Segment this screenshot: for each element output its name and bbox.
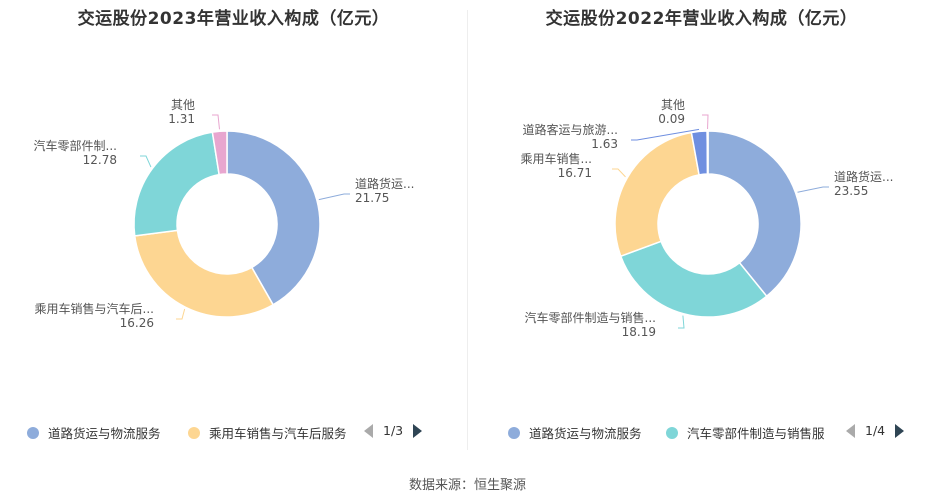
slice-name-label: 汽车零部件制造与销售... xyxy=(525,310,656,325)
slice-value-label: 21.75 xyxy=(355,191,389,205)
legend-item[interactable]: 乘用车销售与汽车后服务 xyxy=(188,423,347,442)
chart-title: 交运股份2022年营业收入构成（亿元） xyxy=(545,9,858,29)
slice-name-label: 其他 xyxy=(661,98,685,112)
legend-swatch xyxy=(666,426,678,439)
legend: 道路货运与物流服务 汽车零部件制造与销售服 1/4 xyxy=(468,423,935,443)
next-page-icon[interactable] xyxy=(413,423,423,438)
data-source-note: 数据来源：恒生聚源 xyxy=(408,478,526,493)
legend-item[interactable]: 汽车零部件制造与销售服 xyxy=(666,423,825,442)
legend-label: 汽车零部件制造与销售服 xyxy=(687,426,825,441)
slice-name-label: 道路货运... xyxy=(834,169,893,184)
panel-divider xyxy=(467,10,468,450)
legend-item[interactable]: 道路货运与物流服务 xyxy=(508,423,642,442)
slice-value-label: 23.55 xyxy=(834,184,868,198)
prev-page-icon[interactable] xyxy=(846,423,855,438)
label-leader-line xyxy=(631,128,700,141)
legend-swatch xyxy=(27,426,39,439)
slice-name-label: 乘用车销售与汽车后... xyxy=(35,301,154,316)
donut-chart-2022: 道路货运...23.55 汽车零部件制造与销售...18.19 乘用车销售...16… xyxy=(521,98,894,339)
donut-slice[interactable] xyxy=(211,130,228,176)
label-leader-line xyxy=(797,186,829,193)
donut-slice[interactable] xyxy=(706,130,709,175)
next-page-icon[interactable] xyxy=(895,423,905,438)
label-leader-line xyxy=(212,114,221,130)
slice-name-label: 其他 xyxy=(171,98,195,112)
chart-title: 交运股份2023年营业收入构成（亿元） xyxy=(77,9,390,29)
legend-swatch xyxy=(508,426,520,439)
label-leader-line xyxy=(318,193,350,201)
donut-slice[interactable] xyxy=(133,131,220,237)
legend-label: 乘用车销售与汽车后服务 xyxy=(209,426,347,441)
label-leader-line xyxy=(176,308,186,320)
slice-name-label: 道路货运... xyxy=(355,176,414,191)
label-leader-line xyxy=(702,114,709,130)
legend-pager: 1/4 xyxy=(846,423,905,438)
donut-chart-2023: 道路货运...21.75 乘用车销售与汽车后...16.26 汽车零部件制...12… xyxy=(34,98,415,330)
legend-label: 道路货运与物流服务 xyxy=(48,426,161,441)
slice-name-label: 汽车零部件制... xyxy=(34,138,117,153)
slice-value-label: 1.63 xyxy=(591,137,618,151)
donut-slice[interactable] xyxy=(133,229,275,318)
legend: 道路货运与物流服务 乘用车销售与汽车后服务 1/3 xyxy=(0,423,467,443)
slice-name-label: 乘用车销售... xyxy=(521,151,592,166)
prev-page-icon[interactable] xyxy=(364,423,373,438)
donut-slice[interactable] xyxy=(707,130,802,298)
slice-value-label: 18.19 xyxy=(622,325,656,339)
slice-value-label: 1.31 xyxy=(168,112,195,126)
legend-swatch xyxy=(188,426,200,439)
slice-value-label: 0.09 xyxy=(658,112,685,126)
label-leader-line xyxy=(612,168,626,178)
label-leader-line xyxy=(140,155,152,168)
chart-panel-2023: 交运股份2023年营业收入构成（亿元） 道路货运... 21.75 乘用车销售与汽车… xyxy=(0,0,467,460)
donut-slice[interactable] xyxy=(619,240,768,318)
slice-value-label: 16.71 xyxy=(558,166,592,180)
label-leader-line xyxy=(678,315,685,329)
legend-label: 道路货运与物流服务 xyxy=(529,426,642,441)
chart-panel-2022: 交运股份2022年营业收入构成（亿元） 道路货运... 23.55 汽车零部件制造与… xyxy=(468,0,935,460)
donut-slice[interactable] xyxy=(226,130,321,306)
legend-page-indicator: 1/3 xyxy=(383,423,404,438)
slice-name-label: 道路客运与旅游... xyxy=(523,122,618,137)
legend-page-indicator: 1/4 xyxy=(865,423,886,438)
slice-value-label: 16.26 xyxy=(120,316,154,330)
donut-slice[interactable] xyxy=(614,131,700,258)
slice-value-label: 12.78 xyxy=(83,153,117,167)
legend-item[interactable]: 道路货运与物流服务 xyxy=(27,423,161,442)
legend-pager: 1/3 xyxy=(364,423,423,438)
